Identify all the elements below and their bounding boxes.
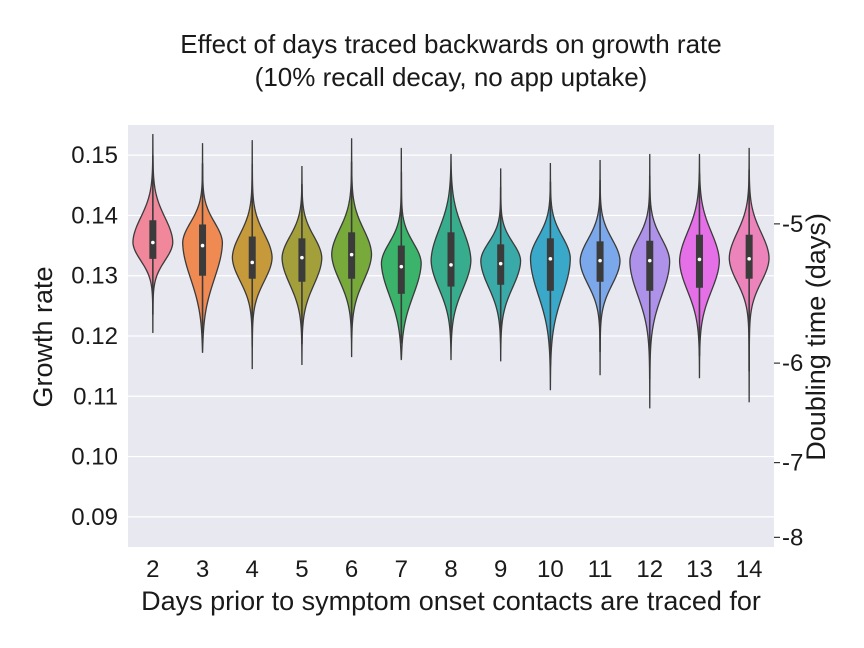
y-axis-label: Growth rate [28, 266, 58, 407]
x-tick-label: 2 [146, 556, 159, 583]
iqr-box-14 [745, 234, 753, 279]
chart-subtitle: (10% recall decay, no app uptake) [255, 62, 648, 92]
iqr-box-13 [695, 234, 703, 288]
median-dot-11 [598, 258, 602, 263]
median-dot-8 [449, 263, 453, 267]
x-tick-label: 9 [494, 556, 507, 583]
median-dot-5 [300, 255, 304, 260]
iqr-box-12 [646, 240, 654, 291]
iqr-box-5 [298, 238, 306, 282]
x-tick-label: 10 [537, 556, 564, 583]
x-tick-label: 7 [395, 556, 408, 583]
median-dot-2 [151, 240, 155, 245]
iqr-box-8 [447, 232, 455, 287]
x-tick-label: 8 [444, 556, 457, 583]
y-tick-label: 0.15 [71, 142, 118, 169]
right-axis-label: Doubling time (days) [801, 213, 831, 461]
x-tick-label: 14 [736, 556, 763, 583]
median-dot-14 [747, 257, 751, 261]
y-tick-labels: 0.09 0.10 0.11 0.12 0.13 0.14 0.15 [71, 142, 118, 531]
iqr-box-3 [199, 224, 207, 276]
right-axis-ticks: -5 -6 -7 -8 [774, 211, 803, 551]
iqr-box-7 [397, 245, 405, 294]
median-dot-12 [647, 258, 652, 263]
median-dot-6 [349, 252, 354, 257]
iqr-box-2 [149, 220, 157, 259]
x-tick-label: 3 [196, 556, 209, 583]
right-tick-label: -8 [782, 524, 803, 551]
x-axis-label: Days prior to symptom onset contacts are… [141, 586, 761, 616]
x-tick-label: 4 [246, 556, 259, 583]
y-tick-label: 0.10 [71, 444, 118, 471]
right-tick-label: -6 [782, 350, 803, 377]
median-dot-7 [399, 264, 404, 269]
median-dot-13 [697, 257, 702, 262]
x-tick-label: 11 [588, 556, 613, 583]
y-tick-label: 0.12 [71, 323, 118, 350]
x-tick-labels: 2 3 4 5 6 7 8 9 10 11 12 13 14 [146, 556, 762, 583]
violins [132, 134, 770, 409]
median-dot-4 [250, 260, 255, 265]
median-dot-3 [200, 243, 205, 248]
y-tick-label: 0.13 [71, 263, 118, 290]
y-tick-label: 0.09 [71, 504, 118, 531]
x-tick-label: 13 [686, 556, 713, 583]
iqr-box-10 [546, 238, 554, 291]
median-dot-9 [498, 261, 503, 266]
iqr-box-4 [248, 236, 256, 279]
x-tick-label: 12 [636, 556, 663, 583]
median-dot-10 [548, 257, 553, 261]
chart-title: Effect of days traced backwards on growt… [180, 29, 721, 59]
x-tick-label: 5 [295, 556, 308, 583]
y-tick-label: 0.14 [71, 202, 118, 229]
y-tick-label: 0.11 [73, 383, 118, 410]
right-tick-label: -5 [782, 211, 803, 238]
x-tick-label: 6 [345, 556, 358, 583]
right-tick-label: -7 [782, 450, 803, 477]
